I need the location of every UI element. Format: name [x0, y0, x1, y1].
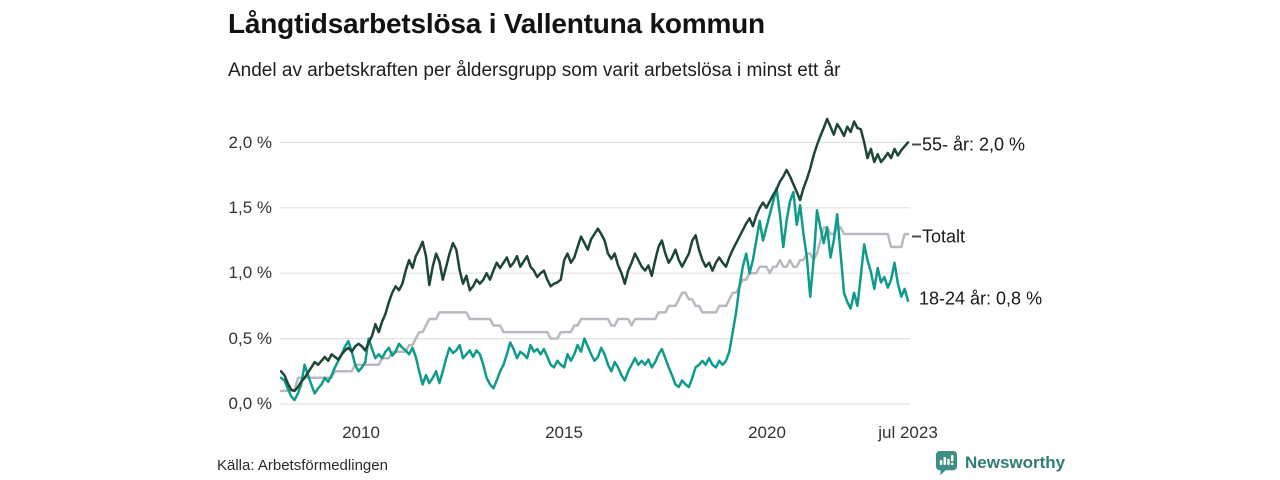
legend-tick-dash: [912, 143, 921, 146]
x-axis-label-2015: 2015: [545, 423, 583, 442]
source-label: Källa: Arbetsförmedlingen: [217, 457, 388, 474]
newsworthy-wordmark: Newsworthy: [965, 453, 1066, 472]
series-line-totalt: [280, 226, 910, 393]
legend-label-55: 55- år: 2,0 %: [912, 135, 1025, 156]
newsworthy-branding: Newsworthy: [935, 450, 1065, 476]
y-axis-label-05: 0,5 %: [228, 329, 272, 348]
plot-area: [280, 117, 910, 405]
legend-label-18-24: 18-24 år: 0,8 %: [919, 288, 1043, 309]
legend-tick-dash: [912, 235, 921, 238]
x-axis-label-jul2023: jul 2023: [878, 423, 938, 442]
x-axis-label-2010: 2010: [342, 423, 380, 442]
legend-label-totalt: Totalt: [912, 227, 965, 248]
y-axis-label-15: 1,5 %: [228, 198, 272, 217]
chart-subtitle: Andel av arbetskraften per åldersgrupp s…: [228, 60, 841, 81]
y-axis-label-20: 2,0 %: [228, 133, 272, 152]
y-axis-label-10: 1,0 %: [228, 263, 272, 282]
x-axis-label-2020: 2020: [748, 423, 786, 442]
page-title: Långtidsarbetslösa i Vallentuna kommun: [228, 8, 765, 39]
y-axis-label-0: 0,0 %: [228, 394, 272, 413]
newsworthy-logo-icon: [935, 451, 958, 476]
series-line-55-r: [280, 117, 910, 393]
series-line-18-24-r: [280, 186, 910, 402]
